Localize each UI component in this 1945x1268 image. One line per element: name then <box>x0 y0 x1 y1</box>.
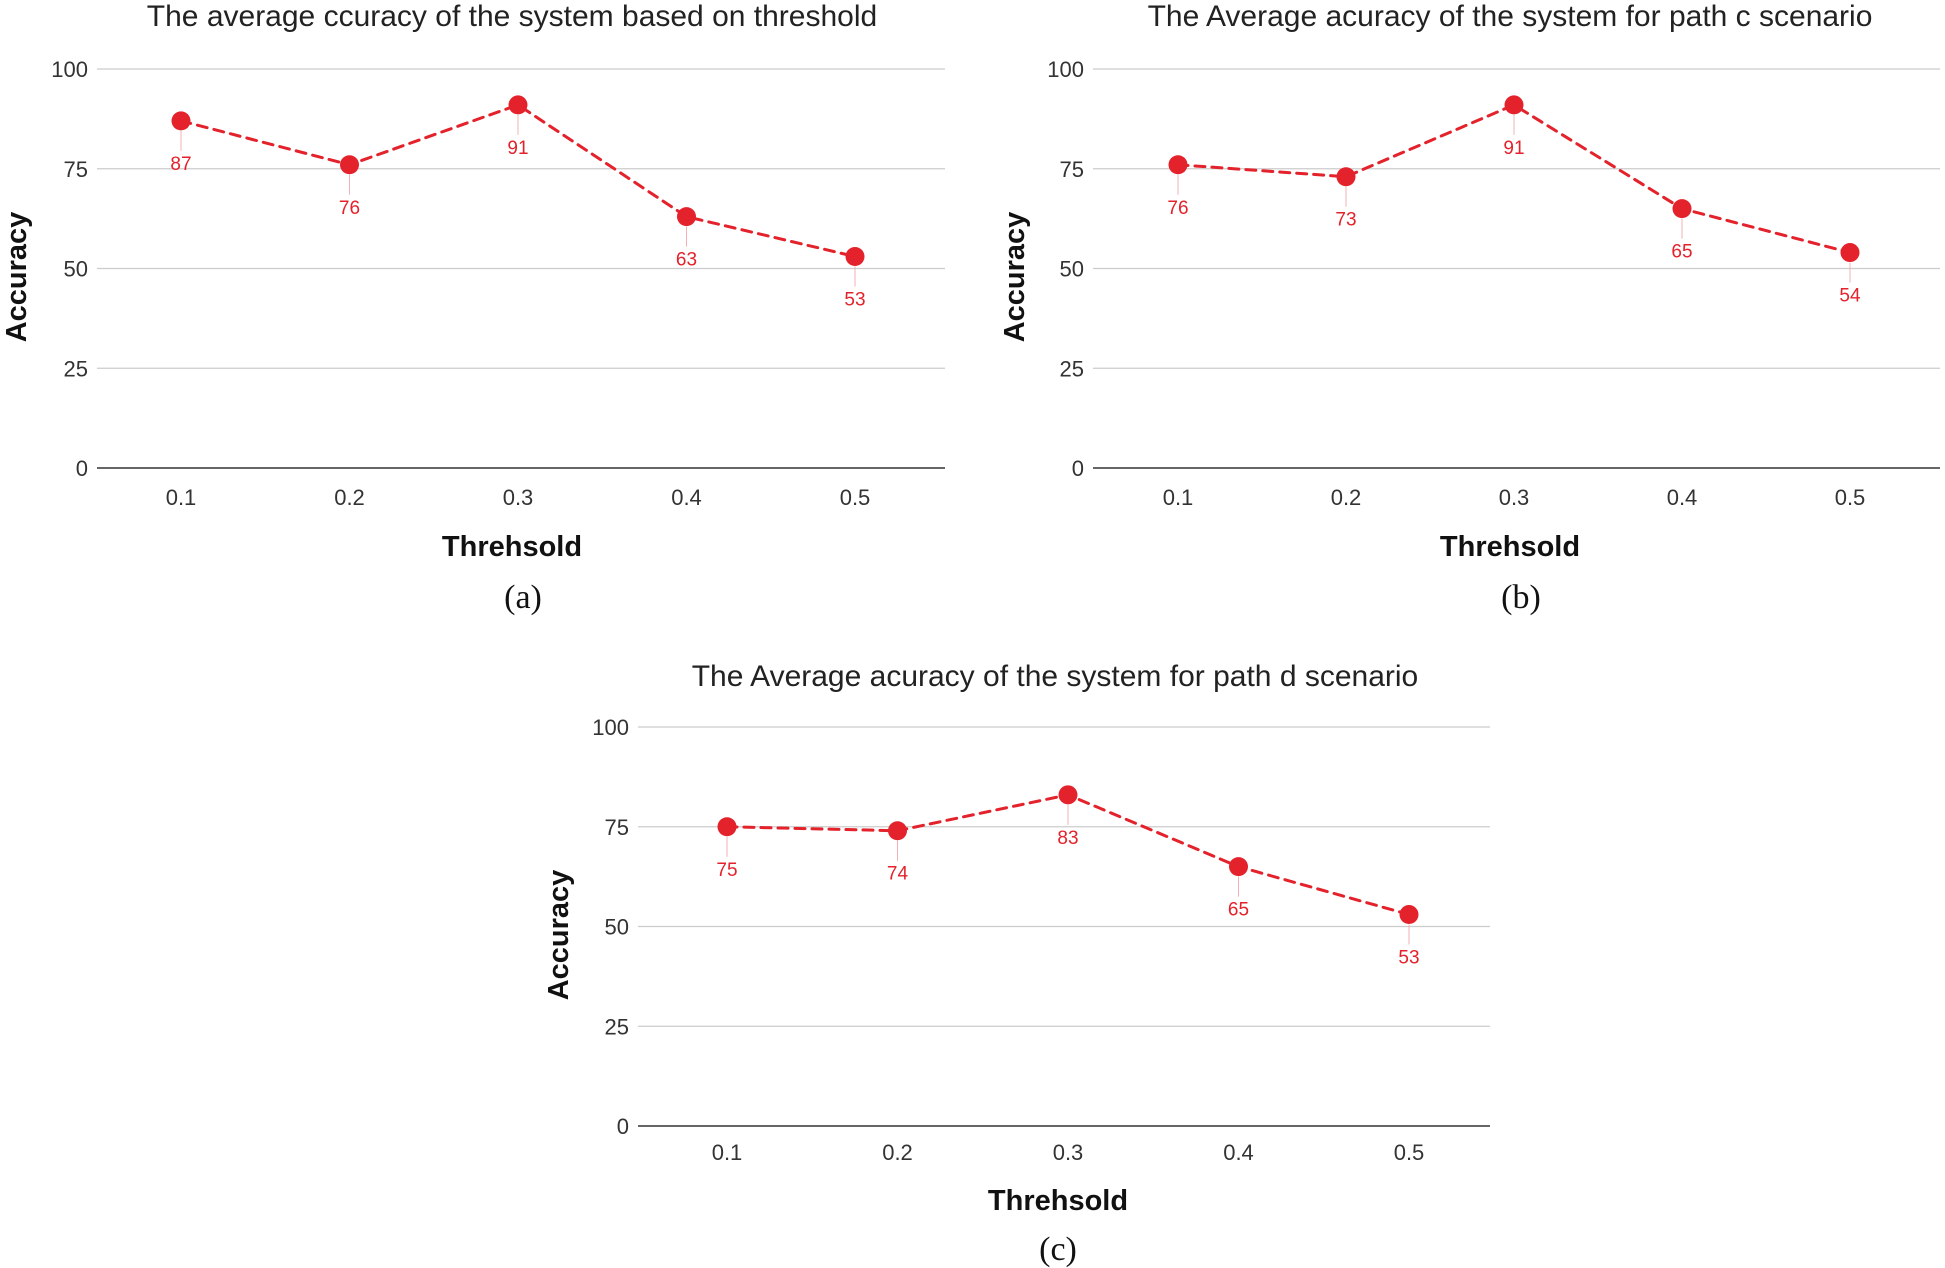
chart-c-data-label: 75 <box>716 860 737 881</box>
chart-c-data-point <box>717 817 737 837</box>
chart-c-y-axis-label: Accuracy <box>543 870 575 1001</box>
chart-c-data-point <box>888 821 907 841</box>
chart-a-x-tick-label: 0.2 <box>334 485 365 510</box>
chart-a-data-point <box>340 155 359 175</box>
chart-b-y-tick-label: 25 <box>1060 356 1084 381</box>
chart-b-x-tick-label: 0.3 <box>1499 485 1530 510</box>
chart-a-data-label: 87 <box>170 154 191 175</box>
chart-c-x-tick-label: 0.1 <box>712 1140 743 1165</box>
chart-c-data-label: 53 <box>1398 948 1419 969</box>
chart-b-data-point <box>1672 199 1692 219</box>
chart-c-y-tick-label: 100 <box>592 715 629 740</box>
chart-b-y-tick-label: 100 <box>1047 57 1084 82</box>
chart-c-data-label: 65 <box>1228 900 1249 921</box>
chart-c-data-point <box>1229 857 1248 877</box>
chart-b-data-label: 54 <box>1839 286 1861 307</box>
chart-a-y-tick-label: 0 <box>76 456 88 481</box>
chart-c: The Average acuracy of the system for pa… <box>543 660 1490 1268</box>
chart-b-data-point <box>1840 243 1860 263</box>
chart-a-data-point <box>508 95 528 115</box>
chart-b-title: The Average acuracy of the system for pa… <box>1148 0 1873 33</box>
chart-c-y-tick-label: 25 <box>605 1014 629 1039</box>
chart-a-y-tick-label: 25 <box>64 356 88 381</box>
chart-a-y-tick-label: 100 <box>51 57 88 82</box>
chart-c-x-tick-label: 0.5 <box>1394 1140 1425 1165</box>
chart-c-data-point <box>1058 785 1078 805</box>
chart-c-title: The Average acuracy of the system for pa… <box>692 660 1419 693</box>
chart-b-x-tick-label: 0.5 <box>1835 485 1866 510</box>
chart-b-data-label: 91 <box>1503 138 1524 159</box>
chart-b-data-label: 73 <box>1335 210 1356 231</box>
chart-b-x-tick-label: 0.1 <box>1163 485 1194 510</box>
chart-a-data-point <box>677 207 696 227</box>
chart-c-x-tick-label: 0.3 <box>1053 1140 1084 1165</box>
chart-b-x-tick-label: 0.2 <box>1331 485 1362 510</box>
chart-a-y-tick-label: 50 <box>64 257 88 282</box>
chart-c-data-label: 83 <box>1057 828 1078 849</box>
chart-b-y-tick-label: 75 <box>1060 157 1084 182</box>
chart-a-plot: 0 25 50 75 100 0.1 0.2 0.3 0.4 0.5 87 76 91 63 53 <box>51 57 945 510</box>
chart-c-x-tick-label: 0.4 <box>1223 1140 1254 1165</box>
chart-b-x-axis-label: Threhsold <box>1440 531 1580 563</box>
chart-a-data-point <box>171 111 191 131</box>
chart-a-x-tick-label: 0.4 <box>671 485 702 510</box>
chart-a-y-tick-label: 75 <box>64 157 88 182</box>
chart-c-data-point <box>1399 905 1419 925</box>
chart-a-data-label: 91 <box>507 138 528 159</box>
chart-b-data-point <box>1336 167 1356 187</box>
chart-b: The Average acuracy of the system for pa… <box>999 0 1940 616</box>
chart-b-data-label: 65 <box>1671 242 1692 263</box>
chart-a: The average ccuracy of the system based … <box>1 0 945 616</box>
chart-c-y-tick-label: 75 <box>605 815 629 840</box>
chart-b-y-axis-label: Accuracy <box>999 212 1031 343</box>
chart-b-y-tick-label: 0 <box>1072 456 1084 481</box>
chart-b-y-tick-label: 50 <box>1060 257 1084 282</box>
chart-b-data-point <box>1504 95 1524 115</box>
chart-b-data-label: 76 <box>1167 198 1188 219</box>
chart-c-data-label: 74 <box>887 864 909 885</box>
chart-c-x-axis-label: Threhsold <box>988 1185 1128 1217</box>
chart-a-x-tick-label: 0.3 <box>503 485 534 510</box>
chart-c-y-tick-label: 0 <box>617 1114 629 1139</box>
chart-a-x-tick-label: 0.5 <box>840 485 871 510</box>
chart-b-data-point <box>1168 155 1188 175</box>
chart-a-data-label: 63 <box>676 250 697 271</box>
chart-a-title: The average ccuracy of the system based … <box>147 0 877 33</box>
chart-b-x-tick-label: 0.4 <box>1667 485 1698 510</box>
chart-a-panel-label: (a) <box>504 579 542 616</box>
chart-b-plot: 0 25 50 75 100 0.1 0.2 0.3 0.4 0.5 76 73 91 65 54 <box>1047 57 1940 510</box>
chart-a-data-point <box>845 247 865 267</box>
chart-c-plot: 0 25 50 75 100 0.1 0.2 0.3 0.4 0.5 75 74 83 65 53 <box>592 715 1490 1165</box>
chart-a-y-axis-label: Accuracy <box>1 212 33 343</box>
chart-a-x-axis-label: Threhsold <box>442 531 582 563</box>
chart-a-x-tick-label: 0.1 <box>166 485 197 510</box>
chart-a-data-label: 53 <box>844 290 865 311</box>
chart-c-x-tick-label: 0.2 <box>882 1140 913 1165</box>
chart-c-panel-label: (c) <box>1039 1231 1077 1268</box>
chart-a-data-label: 76 <box>339 198 360 219</box>
chart-b-panel-label: (b) <box>1501 579 1541 616</box>
chart-c-y-tick-label: 50 <box>605 915 629 940</box>
chart-a-series-line <box>179 103 857 259</box>
